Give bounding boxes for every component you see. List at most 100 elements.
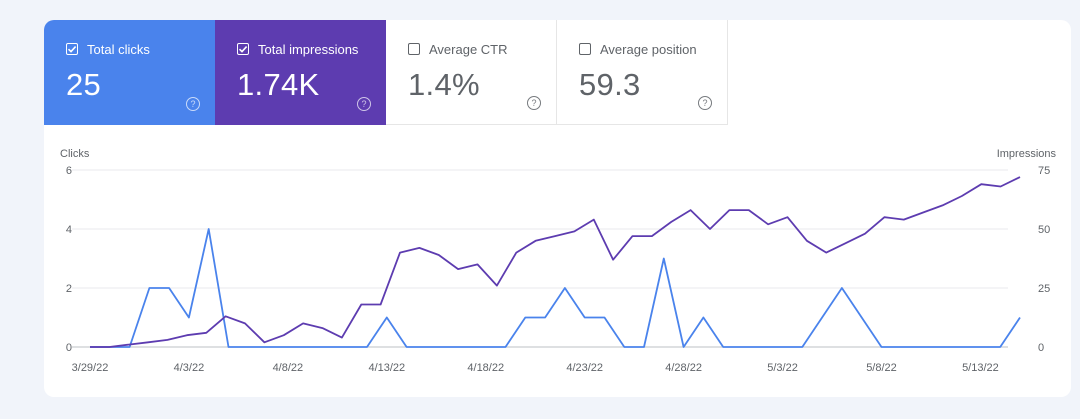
clicks-point [485,346,487,348]
impressions-point [922,211,924,213]
impressions-point [999,185,1001,187]
x-tick-label: 3/29/22 [72,362,109,374]
impressions-series-line [90,176,1021,348]
x-tick-label: 5/3/22 [767,362,798,374]
clicks-point [326,346,328,348]
clicks-point [722,346,724,348]
impressions-point [418,247,420,249]
impressions-point [748,209,750,211]
impressions-point [476,263,478,265]
clicks-point [208,228,210,230]
impressions-point [573,230,575,232]
clicks-point [306,346,308,348]
clicks-point [861,316,863,318]
clicks-point [702,316,704,318]
impressions-point [689,209,691,211]
metric-tab-total-clicks[interactable]: Total clicks 25 ? [44,20,215,125]
left-tick-label: 4 [66,224,72,236]
clicks-point [643,346,645,348]
metric-tab-total-impressions[interactable]: Total impressions 1.74K ? [215,20,386,125]
impressions-point [263,341,265,343]
clicks-point [880,346,882,348]
impressions-point [399,251,401,253]
clicks-point [504,346,506,348]
clicks-series-line [90,228,1021,348]
clicks-point [1019,316,1021,318]
impressions-point [709,228,711,230]
clicks-point [148,287,150,289]
impressions-point [438,254,440,256]
checkbox-checked-icon[interactable] [237,43,249,55]
impressions-point [186,334,188,336]
impressions-point [651,235,653,237]
clicks-point [227,346,229,348]
x-tick-label: 4/23/22 [566,362,603,374]
clicks-point [623,346,625,348]
impressions-point [534,240,536,242]
performance-chart[interactable]: Clicks Impressions 0 0 2 25 4 50 6 75 3/29/22 4/3/2… [44,20,1071,397]
clicks-point [544,316,546,318]
impressions-point [360,303,362,305]
help-circle-icon[interactable]: ? [698,96,712,110]
impressions-point [631,235,633,237]
impressions-point [554,235,556,237]
impressions-point [147,341,149,343]
clicks-point [821,316,823,318]
impressions-point [166,339,168,341]
clicks-point [564,287,566,289]
clicks-point [346,346,348,348]
metric-value: 1.4% [408,67,480,102]
impressions-point [205,332,207,334]
impressions-point [108,346,110,348]
metric-tab-average-ctr[interactable]: Average CTR 1.4% ? [386,20,557,125]
clicks-point [603,316,605,318]
help-circle-icon[interactable]: ? [186,97,200,111]
metric-label: Average position [600,42,697,57]
impressions-point [244,322,246,324]
x-tick-label: 5/13/22 [962,362,999,374]
clicks-point [940,346,942,348]
x-tick-label: 4/8/22 [273,362,304,374]
impressions-point [302,322,304,324]
clicks-point [524,316,526,318]
clicks-point [979,346,981,348]
help-circle-icon[interactable]: ? [357,97,371,111]
clicks-point [682,346,684,348]
clicks-point [801,346,803,348]
metric-value: 59.3 [579,67,641,102]
clicks-point [841,287,843,289]
clicks-point [128,346,130,348]
clicks-point [583,316,585,318]
right-tick-label: 25 [1038,283,1050,295]
checkbox-checked-icon[interactable] [66,43,78,55]
impressions-point [496,284,498,286]
x-tick-label: 4/18/22 [467,362,504,374]
impressions-point [321,327,323,329]
checkbox-unchecked-icon[interactable] [408,43,420,55]
impressions-point [903,218,905,220]
clicks-point [663,257,665,259]
clicks-point [247,346,249,348]
clicks-point [386,316,388,318]
impressions-point [128,343,130,345]
impressions-point [806,240,808,242]
metric-value: 1.74K [237,67,320,102]
impressions-point [883,216,885,218]
metric-value: 25 [66,67,102,102]
impressions-point [864,233,866,235]
clicks-point [999,346,1001,348]
clicks-point [168,287,170,289]
impressions-point [961,195,963,197]
help-circle-icon[interactable]: ? [527,96,541,110]
performance-card: Total clicks 25 ? Total impressions 1.74… [44,20,1071,397]
left-axis-title: Clicks [60,148,90,160]
x-tick-label: 5/8/22 [866,362,897,374]
checkbox-unchecked-icon[interactable] [579,43,591,55]
clicks-point [920,346,922,348]
right-tick-label: 0 [1038,342,1044,354]
impressions-point [593,218,595,220]
metric-tab-average-position[interactable]: Average position 59.3 ? [557,20,728,125]
x-tick-label: 4/28/22 [665,362,702,374]
left-tick-label: 6 [66,165,72,177]
clicks-point [762,346,764,348]
